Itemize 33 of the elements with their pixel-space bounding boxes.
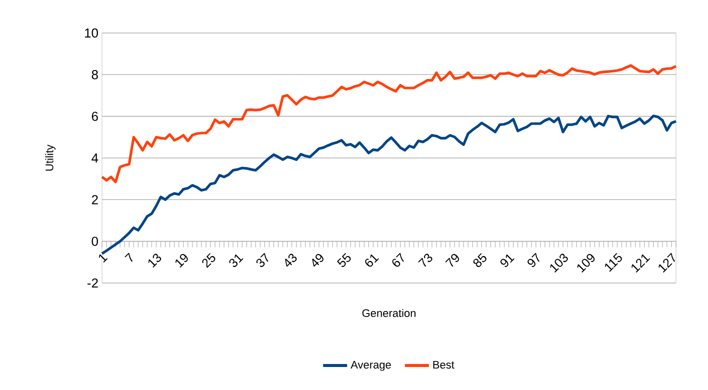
y-axis-title: Utility	[45, 144, 56, 171]
x-tick-label: 55	[336, 253, 351, 267]
x-tick-label: 13	[148, 254, 162, 268]
y-tick-label: 8	[92, 70, 98, 80]
x-tick-label: 37	[256, 252, 268, 268]
y-tick-label: 0	[92, 236, 98, 246]
y-tick-label: 2	[92, 195, 98, 204]
x-tick-label: 73	[418, 254, 432, 267]
legend-label: Best	[433, 360, 454, 369]
y-tick-label: 6	[92, 112, 98, 121]
x-tick-label: 91	[500, 254, 515, 267]
x-tick-label: 1	[98, 254, 108, 263]
x-tick-label: 7	[124, 252, 133, 262]
x-axis-title: Generation	[362, 308, 416, 318]
y-tick-label: 4	[92, 154, 98, 162]
x-tick-label: 19	[175, 254, 188, 268]
y-tick-label: 10	[85, 28, 98, 38]
x-tick-label: 115	[604, 253, 622, 272]
x-tick-label: 49	[312, 254, 324, 267]
x-tick-label: 109	[577, 254, 595, 273]
x-tick-label: 85	[473, 253, 486, 268]
x-tick-label: 79	[445, 254, 460, 267]
x-tick-label: 127	[658, 252, 676, 273]
x-tick-label: 97	[528, 252, 540, 267]
y-tick-label: -2	[88, 278, 98, 288]
x-tick-label: 61	[365, 254, 379, 267]
x-tick-label: 121	[632, 254, 650, 273]
x-tick-label: 31	[229, 254, 244, 268]
legend-label: Average	[350, 360, 391, 371]
x-tick-label: 103	[550, 254, 568, 273]
x-tick-label: 25	[202, 253, 216, 268]
x-tick-label: 43	[285, 254, 297, 267]
x-tick-label: 67	[392, 252, 404, 267]
